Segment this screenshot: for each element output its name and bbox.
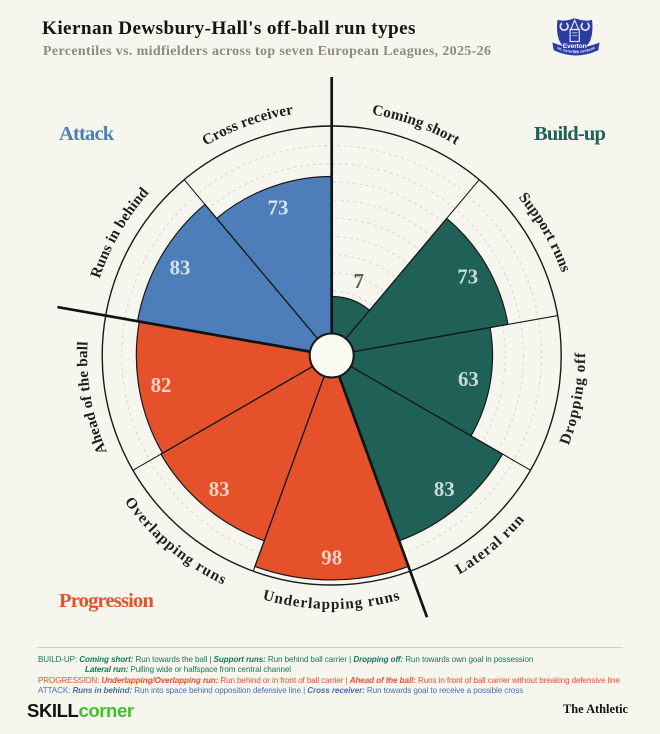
svg-text:98: 98 xyxy=(321,547,342,570)
svg-text:Underlapping runs: Underlapping runs xyxy=(261,587,402,613)
svg-text:82: 82 xyxy=(151,374,172,397)
svg-text:63: 63 xyxy=(458,368,479,391)
svg-text:83: 83 xyxy=(170,256,191,279)
svg-text:83: 83 xyxy=(209,478,230,501)
svg-text:Everton: Everton xyxy=(563,43,587,50)
svg-text:Coming short: Coming short xyxy=(371,101,463,148)
svg-text:7: 7 xyxy=(353,269,364,293)
svg-text:73: 73 xyxy=(457,266,478,289)
svg-text:Support runs: Support runs xyxy=(515,189,574,274)
svg-text:1878: 1878 xyxy=(571,49,578,53)
svg-text:83: 83 xyxy=(434,478,455,501)
svg-text:73: 73 xyxy=(268,197,289,220)
svg-text:Ahead of the ball: Ahead of the ball xyxy=(74,341,110,457)
